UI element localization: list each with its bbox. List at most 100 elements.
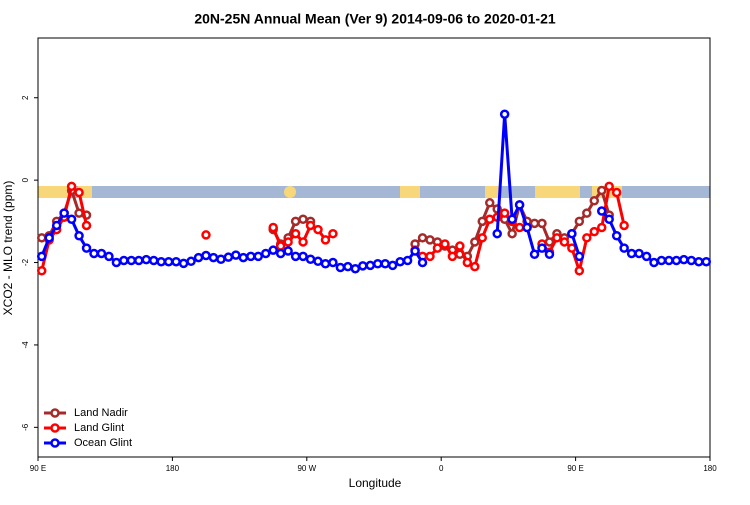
point — [507, 228, 517, 239]
point — [119, 255, 129, 266]
point — [216, 254, 226, 264]
point — [417, 233, 428, 243]
point — [298, 214, 308, 225]
point — [402, 255, 413, 266]
point — [455, 241, 465, 251]
point — [36, 233, 47, 243]
point — [574, 266, 585, 276]
point — [596, 206, 607, 216]
point — [74, 208, 84, 218]
x-tick-label: 90 E — [567, 464, 583, 473]
point — [283, 246, 293, 256]
point — [163, 256, 174, 267]
point — [447, 251, 458, 262]
y-tick-label: 2 — [21, 95, 30, 100]
point — [96, 248, 107, 259]
point — [694, 256, 704, 267]
point — [268, 222, 278, 233]
point — [290, 216, 301, 227]
point — [380, 259, 390, 269]
point — [626, 248, 637, 259]
point — [417, 257, 428, 268]
point — [350, 263, 361, 274]
point — [537, 243, 547, 253]
point — [238, 252, 249, 263]
point — [171, 256, 181, 267]
point — [343, 261, 353, 272]
point — [470, 261, 480, 272]
point — [365, 260, 376, 271]
point — [178, 258, 189, 269]
point — [74, 187, 84, 198]
legend-swatch-point — [50, 438, 60, 448]
point — [260, 248, 271, 259]
point — [223, 252, 234, 262]
point — [305, 254, 316, 264]
point — [477, 233, 488, 243]
x-tick-label: 90 W — [297, 464, 316, 473]
point — [305, 220, 316, 231]
point — [231, 250, 241, 260]
point — [589, 226, 600, 237]
point — [425, 251, 435, 262]
chart-title: 20N-25N Annual Mean (Ver 9) 2014-09-06 t… — [194, 11, 556, 27]
point — [567, 228, 577, 239]
point — [574, 251, 585, 262]
point — [320, 259, 331, 269]
series-line — [40, 210, 424, 271]
point — [298, 251, 308, 262]
point — [537, 218, 547, 229]
series-line — [495, 114, 551, 257]
point — [611, 231, 622, 241]
point — [686, 255, 697, 266]
point — [514, 222, 525, 233]
legend-swatch-point — [50, 423, 60, 433]
point — [66, 181, 77, 192]
point — [275, 241, 286, 251]
point — [477, 216, 488, 227]
point — [126, 255, 137, 266]
point — [313, 256, 323, 267]
y-axis-label: XCO2 - MLO trend (ppm) — [1, 181, 15, 316]
point — [44, 233, 54, 243]
point — [619, 220, 629, 231]
point — [619, 243, 629, 253]
point — [66, 214, 77, 225]
point — [574, 216, 585, 227]
point — [275, 248, 286, 259]
x-tick-label: 180 — [166, 464, 180, 473]
point — [36, 266, 47, 276]
point — [440, 239, 450, 249]
series-line — [40, 183, 88, 272]
legend-label: Land Nadir — [74, 407, 128, 419]
y-tick-label: -6 — [21, 423, 30, 431]
point — [358, 261, 368, 271]
legend-label: Ocean Glint — [74, 437, 132, 449]
point — [671, 255, 682, 266]
point — [604, 214, 614, 225]
point — [111, 257, 122, 268]
point — [36, 251, 47, 262]
point — [268, 245, 278, 255]
point — [596, 222, 607, 233]
point — [253, 251, 264, 262]
point — [201, 230, 211, 240]
x-axis-label: Longitude — [349, 476, 402, 490]
point — [74, 231, 84, 241]
x-tick-label: 90 E — [30, 464, 46, 473]
point — [514, 200, 525, 210]
point — [387, 260, 398, 271]
point — [290, 251, 301, 262]
point — [134, 255, 144, 266]
plot-frame — [37, 37, 711, 458]
point — [679, 254, 689, 265]
point — [81, 243, 92, 253]
point — [246, 251, 256, 262]
point — [492, 228, 502, 239]
point — [484, 198, 495, 208]
point — [208, 252, 219, 263]
point — [634, 248, 644, 259]
point — [372, 259, 383, 269]
